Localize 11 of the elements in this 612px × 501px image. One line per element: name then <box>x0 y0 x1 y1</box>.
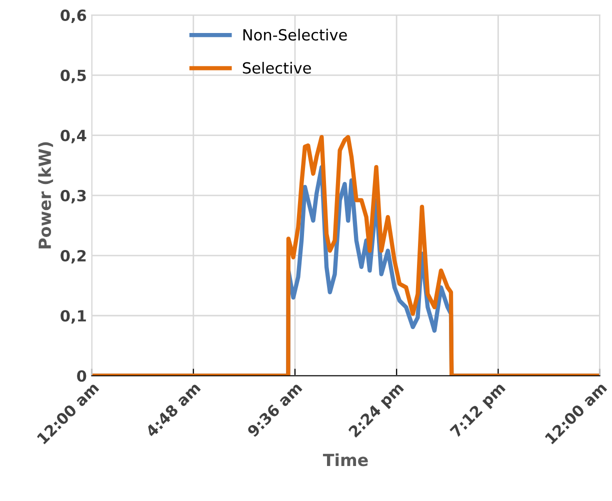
y-tick-label: 0,1 <box>60 310 86 324</box>
y-tick-label: 0,4 <box>60 130 86 144</box>
y-tick-label: 0,2 <box>60 250 86 264</box>
legend-label: Non-Selective <box>243 28 347 41</box>
y-tick-label: 0,6 <box>60 9 86 24</box>
y-tick-label: 0 <box>77 370 86 382</box>
y-tick-label: 0,3 <box>60 190 86 204</box>
legend-label: Selective <box>242 62 311 74</box>
y-tick-label: 0,5 <box>60 70 86 84</box>
x-axis-title: Time <box>322 453 368 466</box>
y-axis-title: Power (kW) <box>38 142 54 248</box>
